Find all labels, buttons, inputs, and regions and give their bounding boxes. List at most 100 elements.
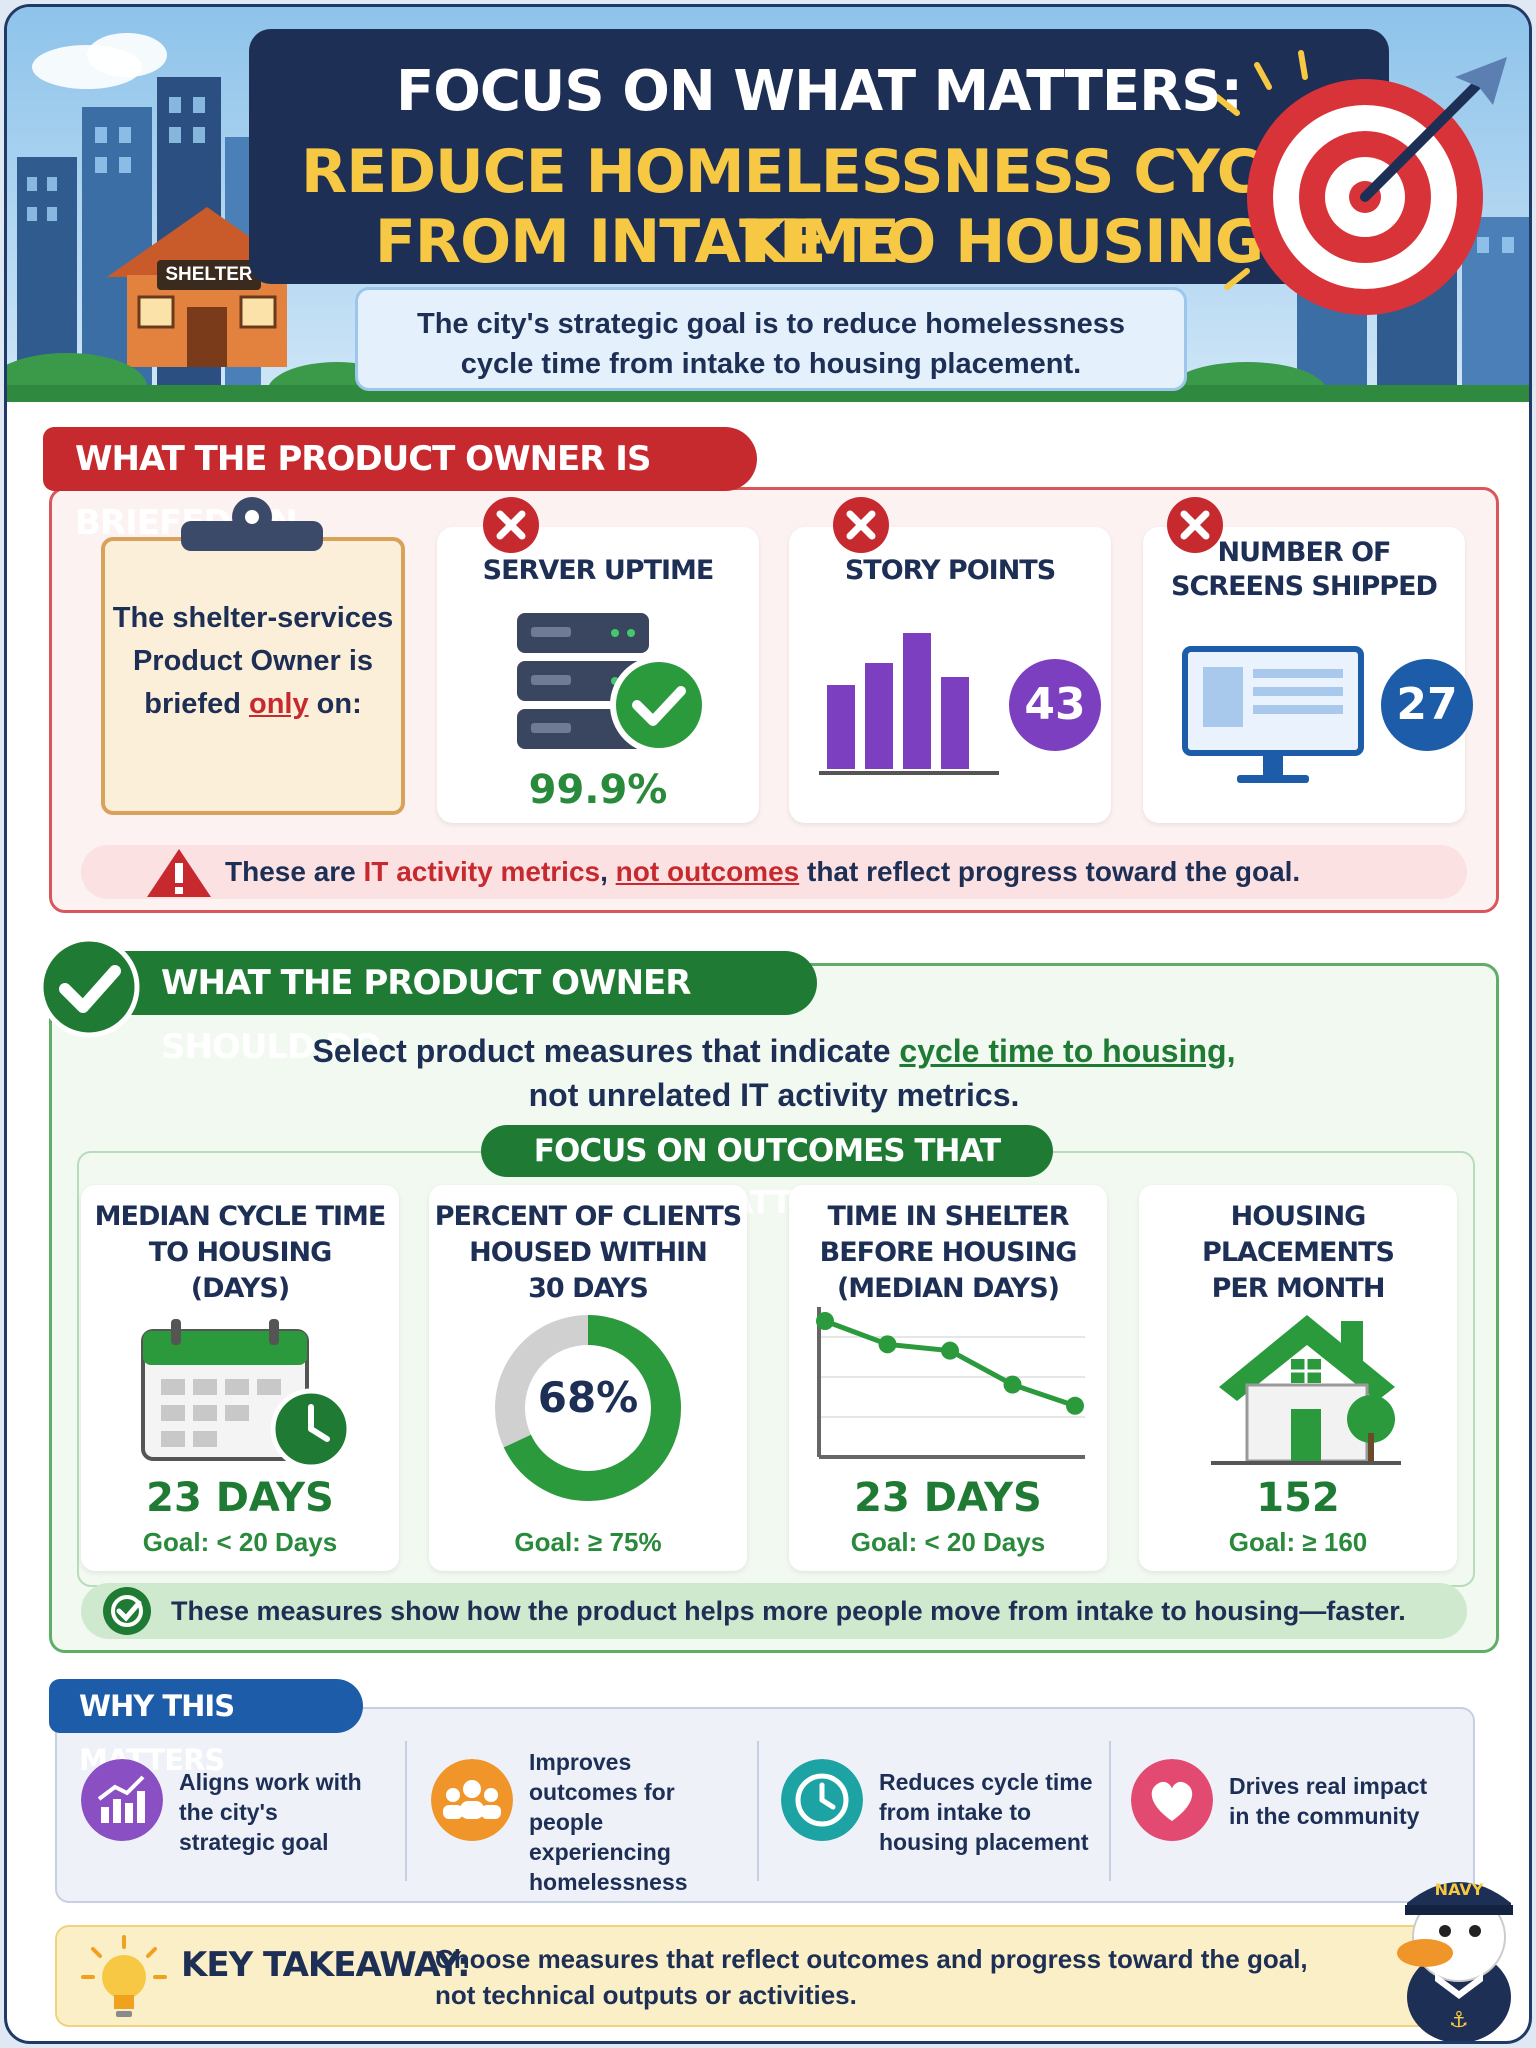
infographic-page: SHELTER FOCUS ON WHAT MATTERS: REDUCE HO… <box>4 4 1532 2044</box>
calendar-clock-icon <box>141 1319 352 1469</box>
outcome-title-line-2: BEFORE HOUSING <box>819 1237 1078 1268</box>
warning-text: These are IT activity metrics, not outco… <box>225 845 1300 899</box>
monitor-icon <box>1182 646 1364 783</box>
shelter-sign: SHELTER <box>157 260 261 290</box>
target-dart-icon <box>1217 50 1507 315</box>
bar-chart-icon <box>819 633 999 775</box>
x-mark-icon <box>1167 497 1223 553</box>
clipboard-line-1: The shelter-services <box>112 602 394 634</box>
clock-icon <box>781 1759 863 1841</box>
title-line-1: FOCUS ON WHAT MATTERS: <box>395 59 1243 124</box>
card-title-line-2: SCREENS SHIPPED <box>1171 571 1438 602</box>
clipboard-card: The shelter-services Product Owner is br… <box>101 537 405 815</box>
key-takeaway-line-1: Choose measures that reflect outcomes an… <box>435 1944 1308 1974</box>
should-do-lead: Select product measures that indicate cy… <box>49 1029 1499 1117</box>
warning-bar: These are IT activity metrics, not outco… <box>81 845 1467 899</box>
outcome-title-line-1: HOUSING PLACEMENTS <box>1202 1201 1395 1268</box>
why-matters-tab: WHY THIS MATTERS <box>49 1679 363 1777</box>
warning-mid: , <box>600 856 616 887</box>
navy-duck-mascot: NAVY ⚓ <box>1397 1880 1513 2041</box>
warning-icon <box>147 849 211 897</box>
outcome-title: PERCENT OF CLIENTS HOUSED WITHIN 30 DAYS <box>429 1199 747 1307</box>
outcome-title: MEDIAN CYCLE TIME TO HOUSING (DAYS) <box>81 1199 399 1307</box>
why-item-text: Reduces cycle time from intake to housin… <box>879 1769 1093 1855</box>
briefed-section-tab: WHAT THE PRODUCT OWNER IS BRIEFED ON <box>43 427 757 543</box>
why-item-align: Aligns work with the city's strategic go… <box>81 1753 391 1883</box>
outcome-title-line-2: PER MONTH <box>1211 1273 1386 1304</box>
outcome-title-line-2: TO HOUSING <box>148 1237 333 1268</box>
key-takeaway-box: KEY TAKEAWAY: Choose measures that refle… <box>55 1925 1475 2027</box>
outcome-title-line-1: TIME IN SHELTER <box>827 1201 1069 1232</box>
warning-pre: These are <box>225 856 364 887</box>
lead-pre: Select product measures that indicate <box>312 1033 900 1069</box>
focus-outcomes-pill: FOCUS ON OUTCOMES THAT MATTER <box>481 1125 1053 1221</box>
story-points-card: STORY POINTS 43 <box>789 527 1111 823</box>
outcome-title-line-1: PERCENT OF CLIENTS <box>434 1201 742 1232</box>
outcome-title-line-3: 30 DAYS <box>528 1273 649 1304</box>
outcome-title-line-1: MEDIAN CYCLE TIME <box>94 1201 387 1232</box>
card-title: STORY POINTS <box>844 555 1056 586</box>
lead-line-1: Select product measures that indicate cy… <box>49 1029 1499 1073</box>
why-item-cycle-time: Reduces cycle time from intake to housin… <box>781 1753 1101 1883</box>
warning-it-metrics: IT activity metrics <box>363 856 601 887</box>
median-cycle-time-card: MEDIAN CYCLE TIME TO HOUSING (DAYS) 23 D… <box>81 1185 399 1571</box>
trend-point <box>941 1341 959 1360</box>
mascot-cap-text: NAVY <box>1435 1880 1484 1899</box>
warning-not-outcomes: not outcomes <box>615 856 800 887</box>
story-points-value: 43 <box>1009 659 1101 751</box>
clipboard-text: The shelter-services Product Owner is br… <box>105 597 401 726</box>
heart-icon <box>1131 1759 1213 1841</box>
outcome-goal: Goal: ≥ 75% <box>514 1527 662 1557</box>
percent-housed-card: PERCENT OF CLIENTS HOUSED WITHIN 30 DAYS… <box>429 1185 747 1571</box>
outcome-value: 23 DAYS <box>146 1475 334 1521</box>
screens-shipped-card: NUMBER OF SCREENS SHIPPED 27 <box>1143 527 1473 823</box>
outcome-value: 152 <box>1256 1475 1340 1521</box>
trend-point <box>1003 1375 1022 1394</box>
measures-note-bar: These measures show how the product help… <box>81 1583 1467 1639</box>
measures-note-text: These measures show how the product help… <box>171 1596 1406 1626</box>
x-mark-icon <box>833 497 889 553</box>
server-uptime-value: 99.9% <box>528 767 668 813</box>
why-item-text: Aligns work with the city's strategic go… <box>179 1769 362 1855</box>
downward-trend-chart <box>816 1307 1085 1459</box>
lightbulb-icon <box>81 1935 167 2017</box>
donut-arc <box>495 1315 681 1501</box>
why-divider <box>757 1741 759 1881</box>
housing-placements-card: HOUSING PLACEMENTS PER MONTH 152 Goal: ≥… <box>1139 1185 1457 1571</box>
lead-line-2: not unrelated IT activity metrics. <box>528 1077 1020 1113</box>
header-banner: SHELTER FOCUS ON WHAT MATTERS: REDUCE HO… <box>7 7 1529 402</box>
screens-shipped-value: 27 <box>1381 659 1473 751</box>
outcome-title-line-2: HOUSED WITHIN <box>469 1237 708 1268</box>
warning-post: that reflect progress toward the goal. <box>799 856 1301 887</box>
why-matters-box <box>55 1707 1475 1903</box>
server-stack-icon <box>517 613 708 754</box>
key-takeaway-line-2: not technical outputs or activities. <box>435 1980 857 2010</box>
title-line-2: REDUCE HOMELESSNESS CYCLE TIME <box>301 137 1338 277</box>
outcome-title-line-3: (MEDIAN DAYS) <box>836 1273 1060 1304</box>
outcome-title-line-3: (DAYS) <box>190 1273 290 1304</box>
why-item-text: Improves outcomes for people experiencin… <box>529 1749 688 1895</box>
trend-point <box>816 1312 834 1330</box>
outcome-title: HOUSING PLACEMENTS PER MONTH <box>1139 1199 1457 1307</box>
outcome-value: 23 DAYS <box>854 1475 1042 1521</box>
clipboard-line-3-pre: briefed <box>144 688 249 720</box>
clipboard-line-3-post: on: <box>308 688 362 720</box>
clipboard-line-2: Product Owner is <box>132 645 374 677</box>
donut-value-label: 68% <box>537 1373 639 1422</box>
outcome-goal: Goal: < 20 Days <box>850 1527 1046 1557</box>
time-in-shelter-card: TIME IN SHELTER BEFORE HOUSING (MEDIAN D… <box>789 1185 1107 1571</box>
trend-point <box>878 1335 897 1354</box>
card-title: SERVER UPTIME <box>482 555 715 586</box>
target-check-icon <box>103 1587 151 1635</box>
why-divider <box>1109 1741 1111 1881</box>
trend-point <box>1066 1396 1084 1415</box>
why-item-text: Drives real impact in the community <box>1229 1773 1428 1829</box>
people-icon <box>431 1759 513 1841</box>
trend-line <box>824 1318 1076 1409</box>
outcome-goal: Goal: ≥ 160 <box>1228 1527 1368 1557</box>
key-takeaway-text: Choose measures that reflect outcomes an… <box>435 1941 1415 2013</box>
x-mark-icon <box>483 497 539 553</box>
outcome-goal: Goal: < 20 Days <box>142 1527 338 1557</box>
subtitle-line-2: cycle time from intake to housing placem… <box>460 348 1082 380</box>
outcome-title: TIME IN SHELTER BEFORE HOUSING (MEDIAN D… <box>789 1199 1107 1307</box>
